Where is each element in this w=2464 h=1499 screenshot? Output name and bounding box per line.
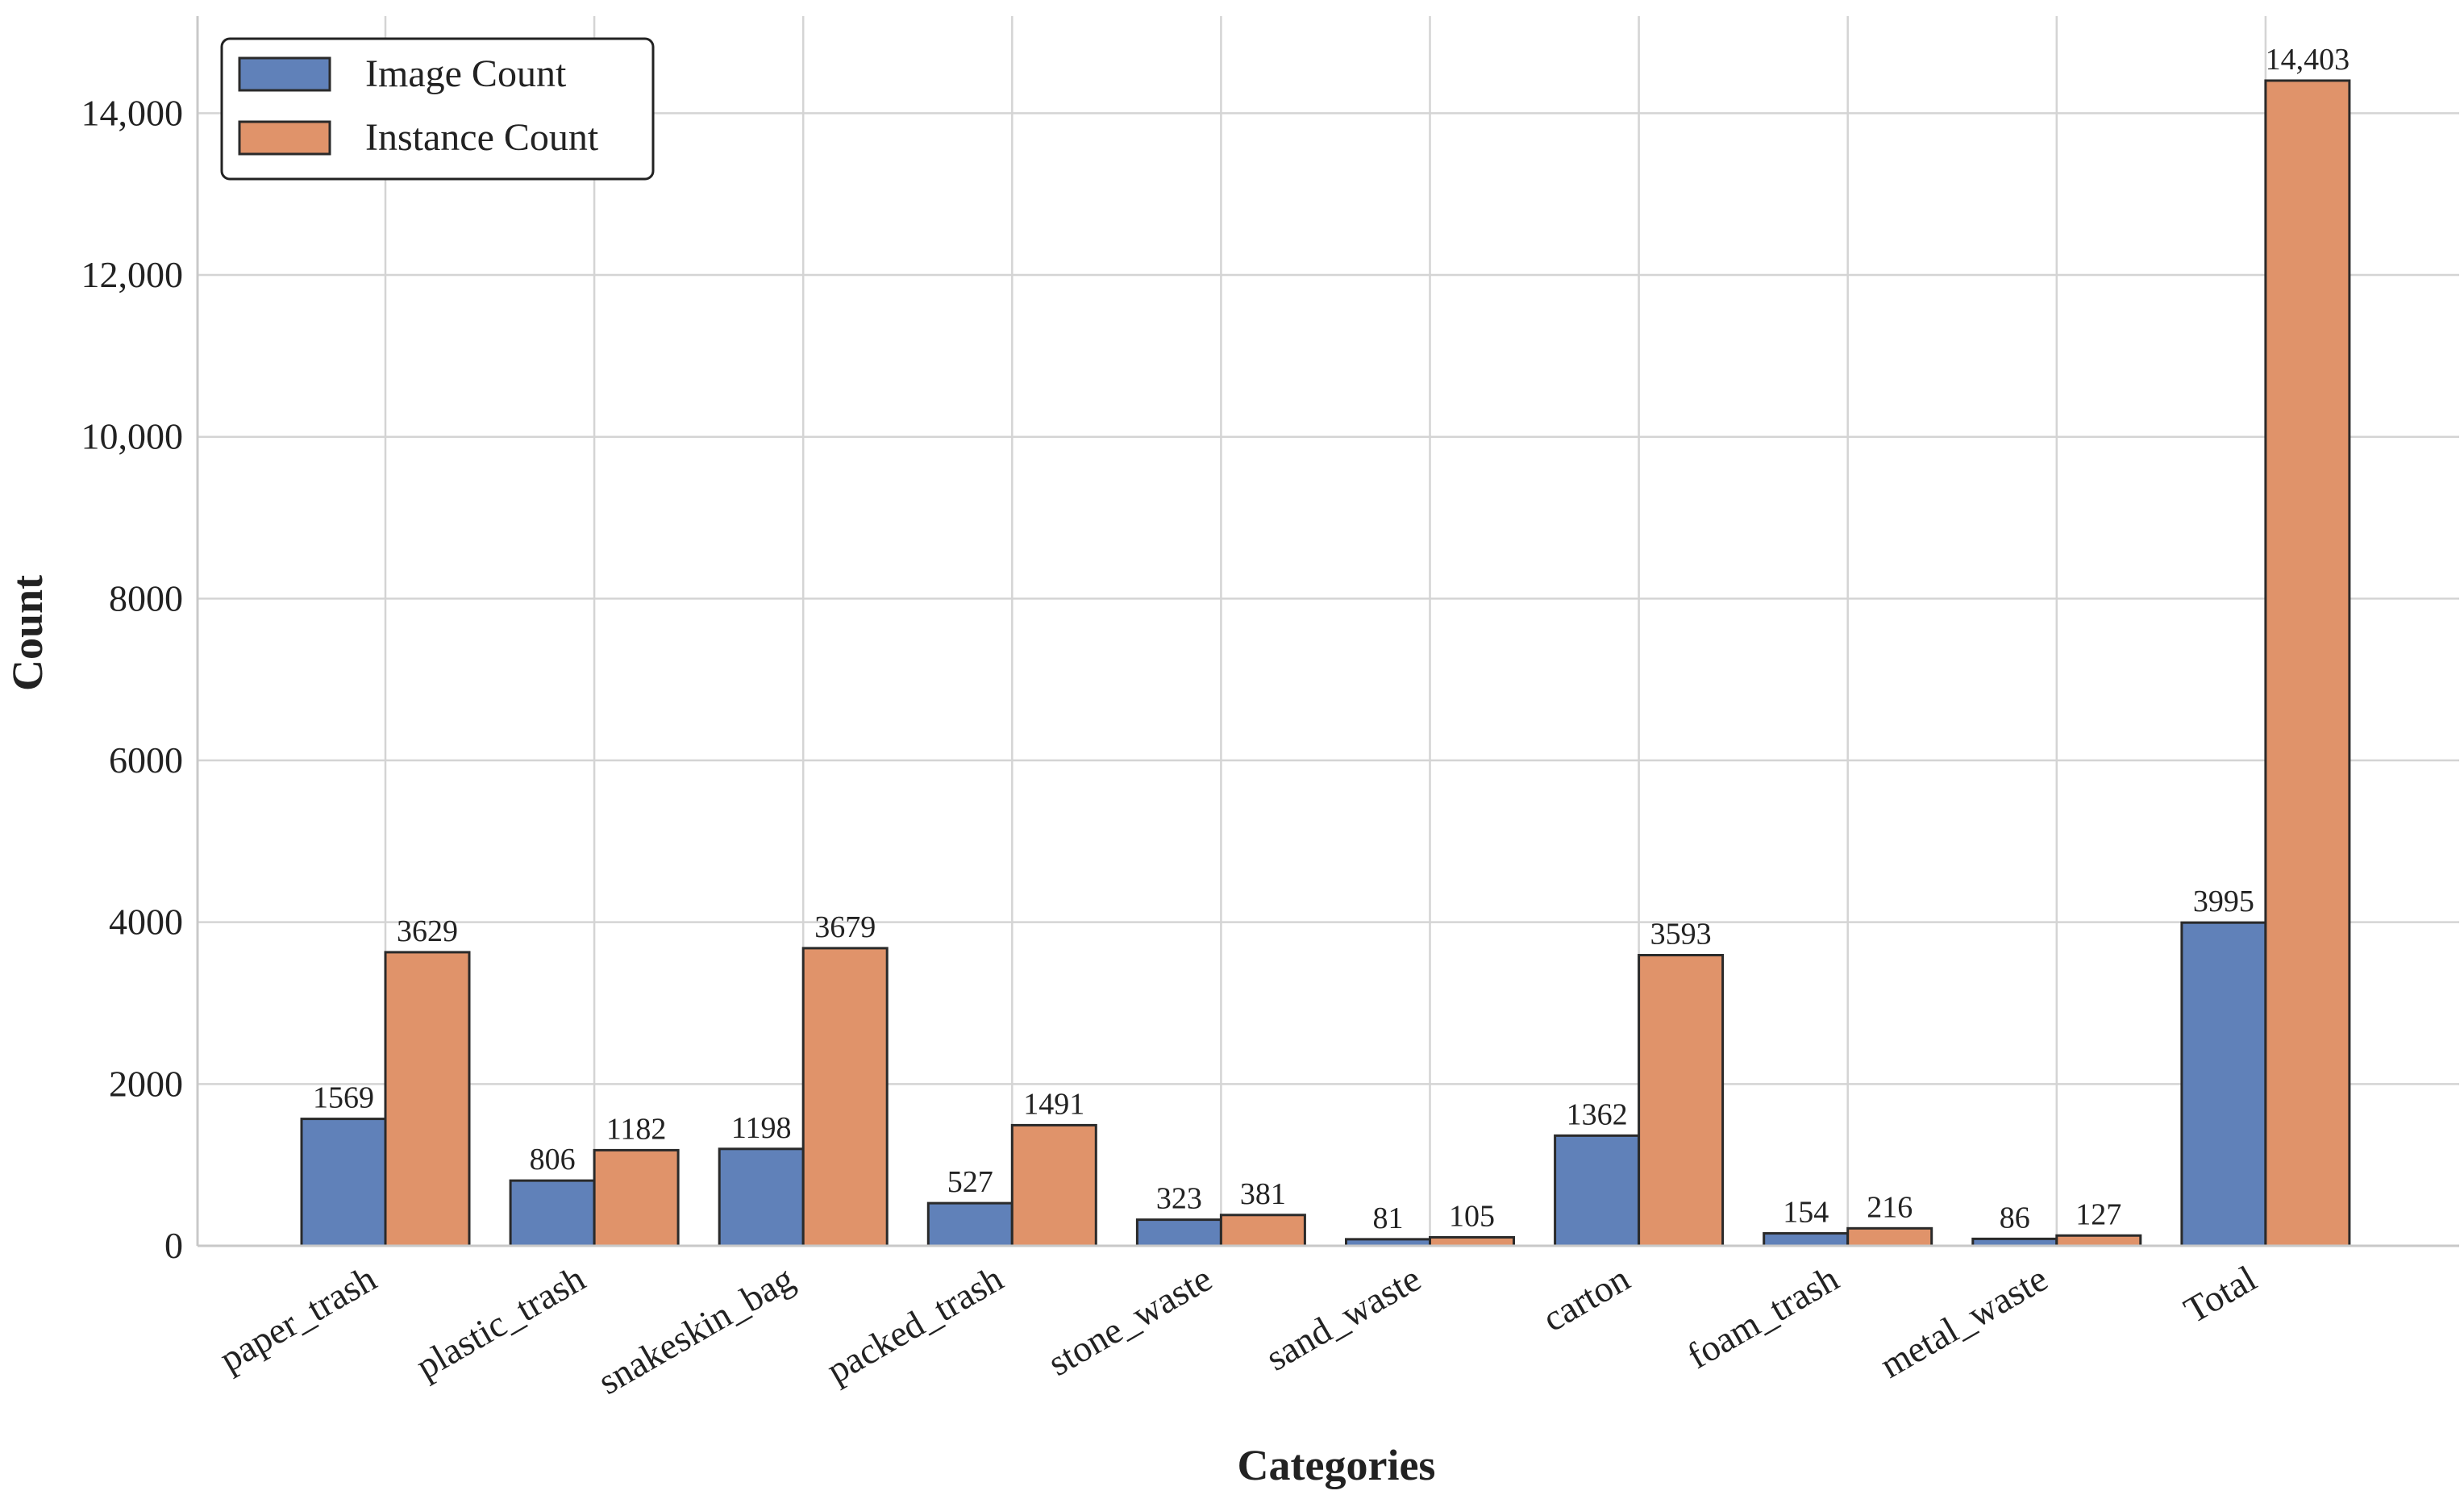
bar-instance-count [2055,1234,2142,1247]
x-tick-label: sand_waste [1259,1257,1427,1378]
x-axis-title: Categories [1238,1441,1436,1489]
bar-instance-count [593,1148,680,1247]
y-tick-label: 8000 [109,577,183,618]
x-tick-label: stone_waste [1041,1257,1218,1384]
x-tick-label: carton [1536,1257,1637,1339]
data-label: 154 [1783,1196,1829,1230]
data-label: 3679 [814,910,876,944]
bar-instance-count [384,951,471,1247]
data-label: 806 [530,1143,576,1176]
data-label: 323 [1156,1182,1202,1216]
data-label: 1362 [1567,1097,1628,1131]
data-label: 1182 [606,1112,667,1146]
bar-image-count [2180,921,2267,1247]
legend-label: Image Count [365,52,567,95]
legend-swatch [238,120,331,156]
bar-instance-count [1429,1235,1515,1247]
data-label: 527 [947,1165,993,1199]
x-tick-label: Total [2177,1257,2263,1330]
y-axis-title: Count [3,575,52,691]
y-tick-label: 6000 [109,739,183,781]
x-tick-label: snakeskin_bag [591,1257,801,1402]
data-label: 1198 [731,1111,792,1145]
bar-instance-count [801,947,889,1247]
y-tick-label: 0 [164,1225,183,1266]
data-label: 105 [1449,1199,1495,1233]
bar-instance-count [1638,954,1725,1247]
x-tick-label: plastic_trash [409,1257,592,1386]
bar-image-count [300,1118,387,1247]
x-tick-label: paper_trash [213,1257,383,1379]
legend-label: Instance Count [365,116,599,159]
data-label: 86 [2000,1201,2030,1235]
data-label: 1491 [1023,1087,1084,1121]
bar-instance-count [1010,1123,1097,1247]
bar-image-count [1763,1232,1850,1247]
data-label: 216 [1867,1190,1913,1224]
bar-image-count [509,1179,596,1247]
legend: Image Count Instance Count [220,37,655,181]
x-tick-label: packed_trash [820,1257,1010,1391]
data-label: 1569 [313,1081,374,1115]
bar-image-count [1554,1134,1641,1247]
y-tick-label: 10,000 [81,416,184,457]
x-tick-label: metal_waste [1873,1257,2054,1385]
y-tick-label: 2000 [109,1063,183,1104]
data-label: 14,403 [2266,43,2350,77]
data-label: 127 [2075,1197,2121,1231]
bar-image-count [1135,1218,1222,1247]
y-tick-label: 12,000 [81,254,184,295]
bars [300,79,2351,1247]
bar-instance-count [1219,1214,1306,1247]
legend-swatch [238,56,331,92]
y-tick-label: 14,000 [81,92,184,133]
grid-lines [198,16,2459,1246]
data-labels: 1569 806 1198 527 323 81 1362 154 86 3995 3629 1182… [313,43,2350,1235]
bar-instance-count [2264,79,2351,1247]
x-tick-label: foam_trash [1680,1257,1846,1376]
data-label: 381 [1240,1177,1286,1211]
data-label: 3593 [1650,918,1712,951]
y-tick-label: 4000 [109,901,183,943]
data-label: 3629 [397,914,458,948]
bar-image-count [926,1201,1013,1247]
bar-instance-count [1846,1226,1933,1247]
data-label: 81 [1373,1201,1404,1235]
data-label: 3995 [2193,885,2254,918]
bar-image-count [718,1147,805,1247]
